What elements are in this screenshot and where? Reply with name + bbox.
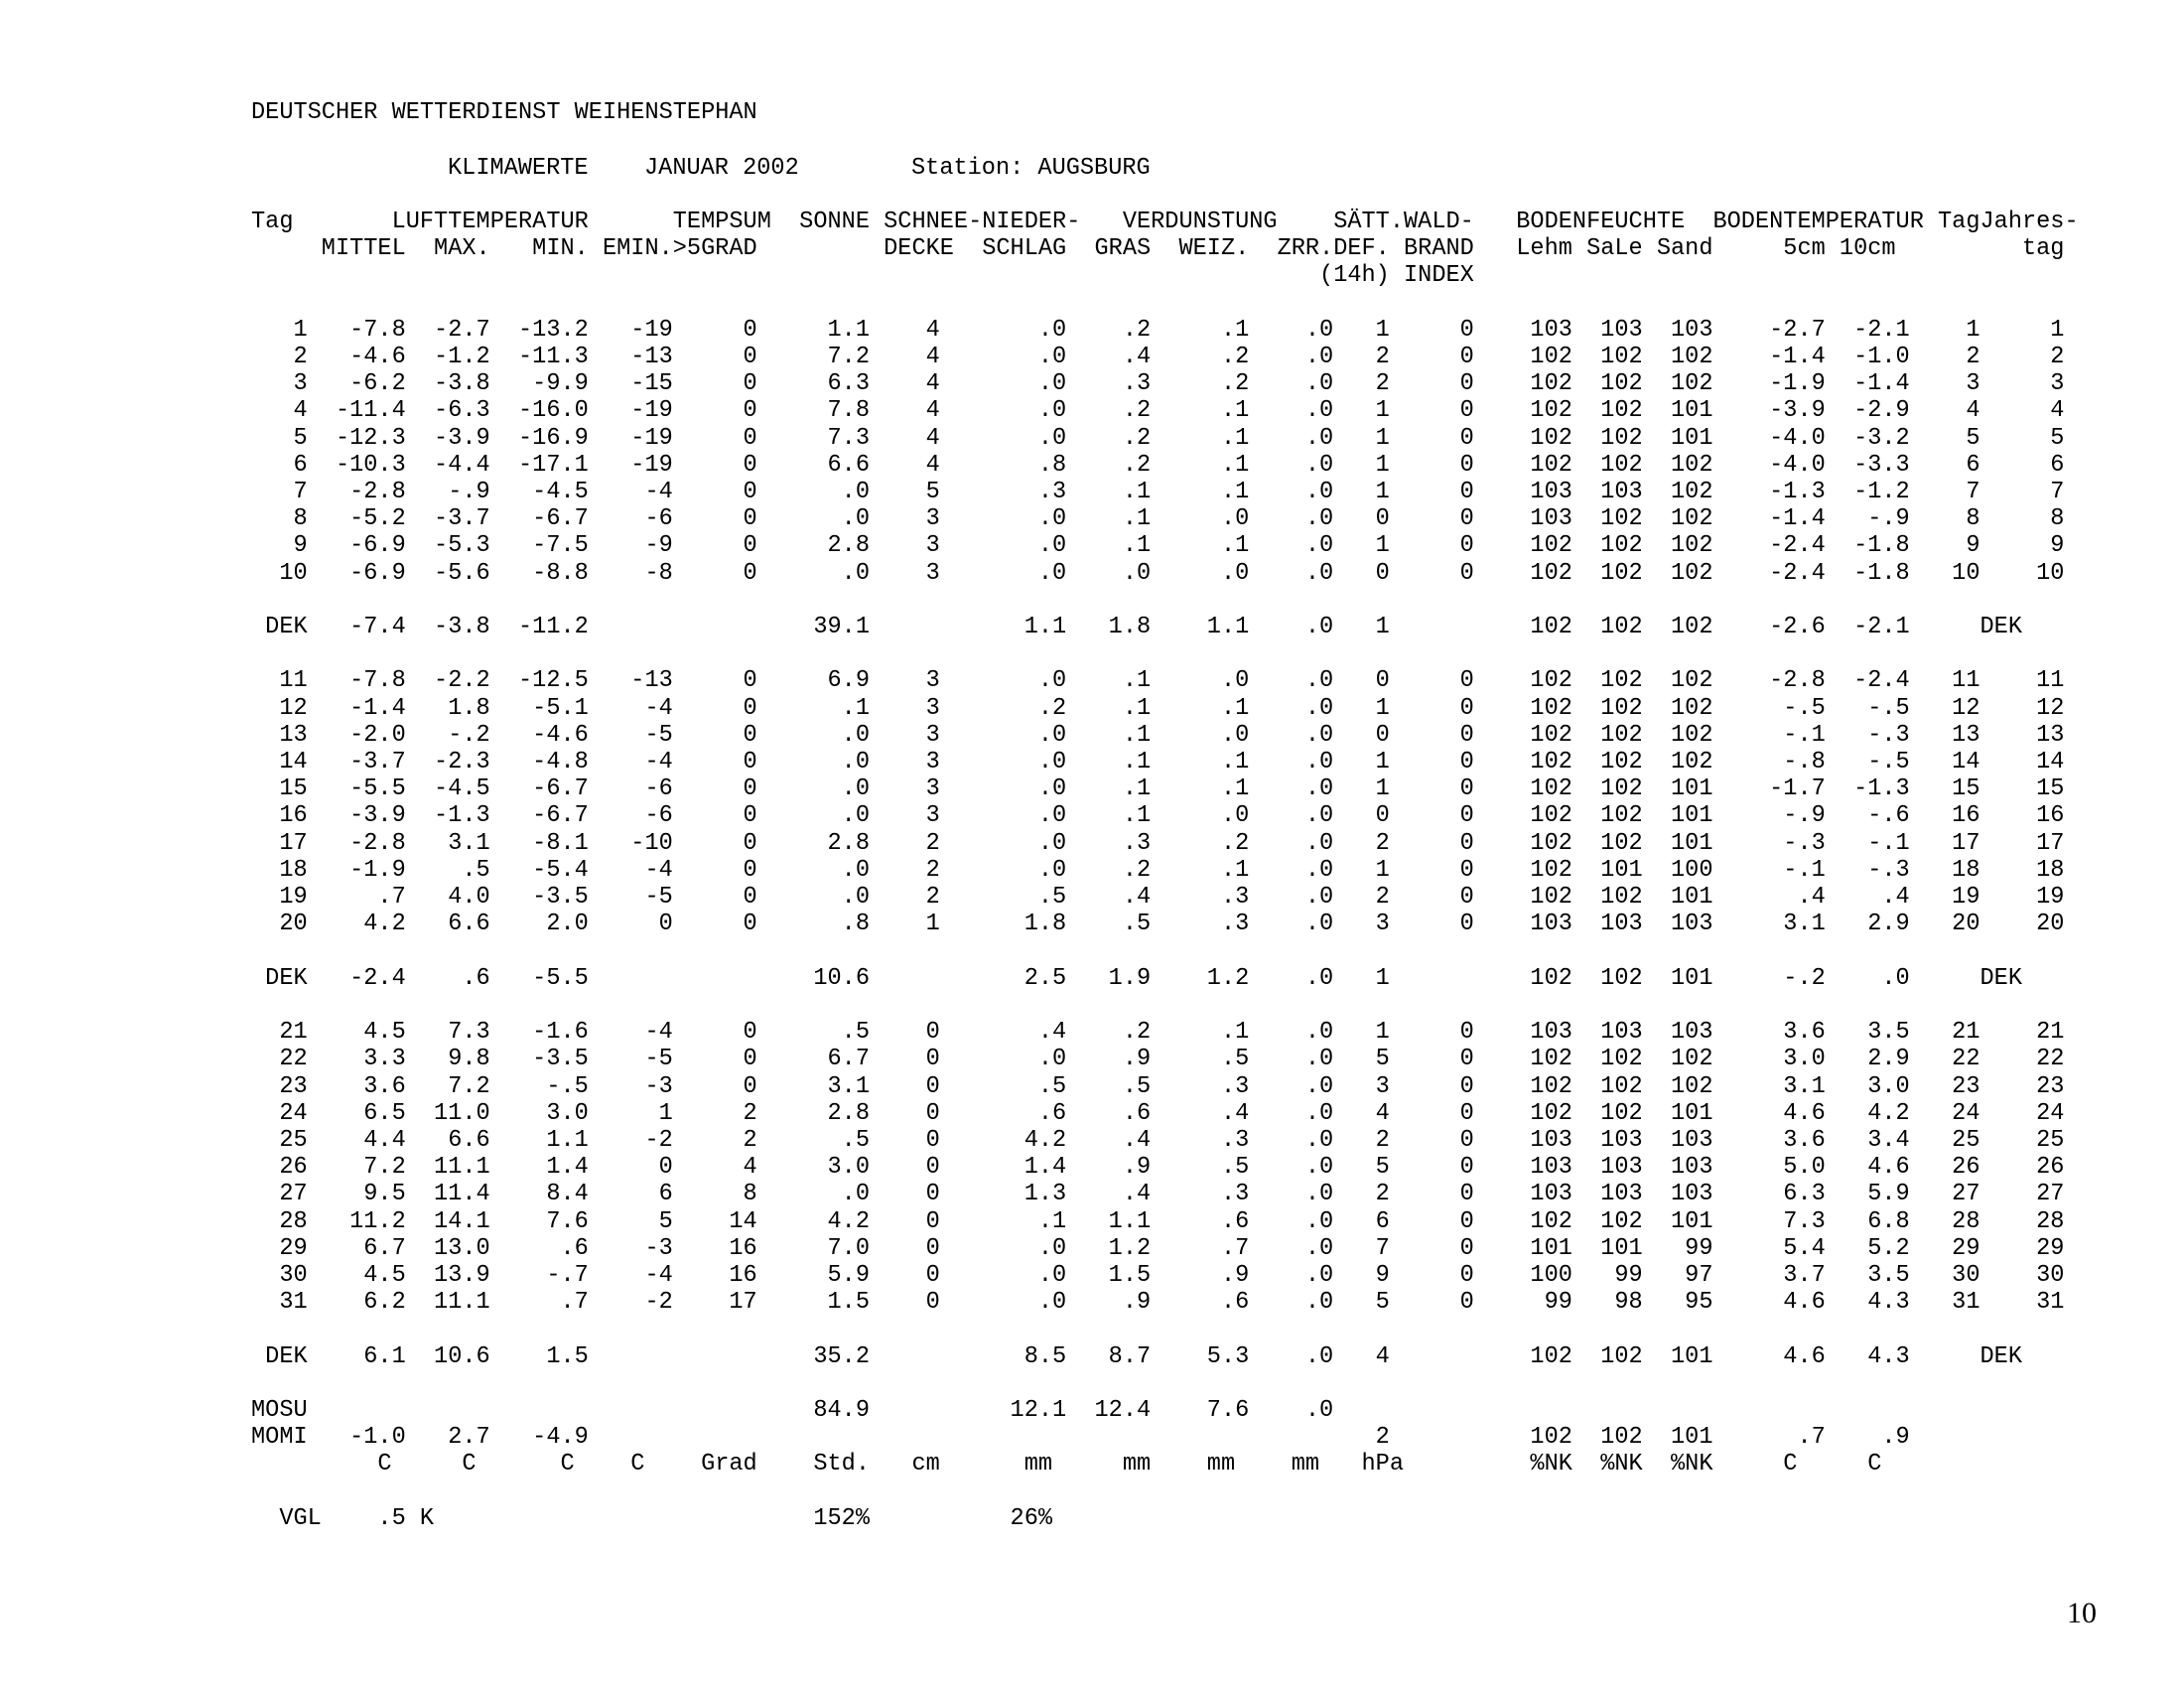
monthly-sum-row: MOSU 84.9 12.1 12.4 7.6 .0: [251, 1396, 1334, 1424]
dek-summary-row: DEK -2.4 .6 -5.5 10.6 2.5 1.9 1.2 .0 1 1…: [251, 964, 2022, 992]
table-row: 16 -3.9 -1.3 -6.7 -6 0 .0 3 .0 .1 .0 .0 …: [251, 802, 2065, 830]
table-row: 12 -1.4 1.8 -5.1 -4 0 .1 3 .2 .1 .1 .0 1…: [251, 694, 2065, 722]
table-row: 4 -11.4 -6.3 -16.0 -19 0 7.8 4 .0 .2 .1 …: [251, 397, 2065, 425]
table-row: 25 4.4 6.6 1.1 -2 2 .5 0 4.2 .4 .3 .0 2 …: [251, 1126, 2065, 1154]
table-row: 9 -6.9 -5.3 -7.5 -9 0 2.8 3 .0 .1 .1 .0 …: [251, 532, 2065, 560]
comparison-row: VGL .5 K 152% 26%: [251, 1504, 1053, 1532]
table-row: 19 .7 4.0 -3.5 -5 0 .0 2 .5 .4 .3 .0 2 0…: [251, 884, 2065, 912]
table-row: 8 -5.2 -3.7 -6.7 -6 0 .0 3 .0 .1 .0 .0 0…: [251, 505, 2065, 533]
table-row: 7 -2.8 -.9 -4.5 -4 0 .0 5 .3 .1 .1 .0 1 …: [251, 479, 2065, 506]
table-row: 14 -3.7 -2.3 -4.8 -4 0 .0 3 .0 .1 .1 .0 …: [251, 749, 2065, 776]
table-row: 13 -2.0 -.2 -4.6 -5 0 .0 3 .0 .1 .0 .0 0…: [251, 721, 2065, 749]
table-row: 22 3.3 9.8 -3.5 -5 0 6.7 0 .0 .9 .5 .0 5…: [251, 1046, 2065, 1073]
table-row: 11 -7.8 -2.2 -12.5 -13 0 6.9 3 .0 .1 .0 …: [251, 667, 2065, 695]
table-header-row: Tag LUFTTEMPERATUR TEMPSUM SONNE SCHNEE-…: [251, 209, 2079, 235]
station-label: Station: AUGSBURG: [911, 155, 1151, 182]
page-number: 10: [2067, 1597, 2097, 1629]
table-row: 23 3.6 7.2 -.5 -3 0 3.1 0 .5 .5 .3 .0 3 …: [251, 1072, 2065, 1100]
table-row: 10 -6.9 -5.6 -8.8 -8 0 .0 3 .0 .0 .0 .0 …: [251, 559, 2065, 587]
table-row: 29 6.7 13.0 .6 -3 16 7.0 0 .0 1.2 .7 .0 …: [251, 1234, 2065, 1262]
table-row: 21 4.5 7.3 -1.6 -4 0 .5 0 .4 .2 .1 .0 1 …: [251, 1019, 2065, 1047]
table-row: 26 7.2 11.1 1.4 0 4 3.0 0 1.4 .9 .5 .0 5…: [251, 1154, 2065, 1182]
table-row: 2 -4.6 -1.2 -11.3 -13 0 7.2 4 .0 .4 .2 .…: [251, 344, 2065, 371]
dek-summary-row: DEK 6.1 10.6 1.5 35.2 8.5 8.7 5.3 .0 4 1…: [251, 1342, 2022, 1370]
table-row: 1 -7.8 -2.7 -13.2 -19 0 1.1 4 .0 .2 .1 .…: [251, 316, 2065, 344]
table-row: 27 9.5 11.4 8.4 6 8 .0 0 1.3 .4 .3 .0 2 …: [251, 1181, 2065, 1208]
report-type-label: KLIMAWERTE: [448, 155, 589, 182]
table-header-row: MITTEL MAX. MIN. EMIN.>5GRAD DECKE SCHLA…: [251, 235, 2065, 263]
table-row: 3 -6.2 -3.8 -9.9 -15 0 6.3 4 .0 .3 .2 .0…: [251, 370, 2065, 398]
table-row: 24 6.5 11.0 3.0 1 2 2.8 0 .6 .6 .4 .0 4 …: [251, 1099, 2065, 1127]
units-row: C C C C Grad Std. cm mm mm mm mm hPa %NK…: [251, 1451, 1882, 1478]
table-row: 28 11.2 14.1 7.6 5 14 4.2 0 .1 1.1 .6 .0…: [251, 1207, 2065, 1235]
table-row: 18 -1.9 .5 -5.4 -4 0 .0 2 .0 .2 .1 .0 1 …: [251, 856, 2065, 884]
report-period: JANUAR 2002: [644, 155, 799, 182]
table-row: 20 4.2 6.6 2.0 0 0 .8 1 1.8 .5 .3 .0 3 0…: [251, 911, 2065, 938]
agency-line: DEUTSCHER WETTERDIENST WEIHENSTEPHAN: [251, 99, 757, 126]
table-row: 6 -10.3 -4.4 -17.1 -19 0 6.6 4 .8 .2 .1 …: [251, 451, 2065, 479]
dek-summary-row: DEK -7.4 -3.8 -11.2 39.1 1.1 1.8 1.1 .0 …: [251, 614, 2022, 641]
climate-table: Tag LUFTTEMPERATUR TEMPSUM SONNE SCHNEE-…: [251, 209, 2079, 1532]
table-header-row: (14h) INDEX: [251, 262, 1474, 290]
table-row: 31 6.2 11.1 .7 -2 17 1.5 0 .0 .9 .6 .0 5…: [251, 1289, 2065, 1317]
monthly-mean-row: MOMI -1.0 2.7 -4.9 2 102 102 101 .7 .9: [251, 1424, 1910, 1452]
table-row: 15 -5.5 -4.5 -6.7 -6 0 .0 3 .0 .1 .1 .0 …: [251, 775, 2065, 803]
table-row: 30 4.5 13.9 -.7 -4 16 5.9 0 .0 1.5 .9 .0…: [251, 1261, 2065, 1289]
table-row: 5 -12.3 -3.9 -16.9 -19 0 7.3 4 .0 .2 .1 …: [251, 424, 2065, 452]
table-row: 17 -2.8 3.1 -8.1 -10 0 2.8 2 .0 .3 .2 .0…: [251, 829, 2065, 857]
